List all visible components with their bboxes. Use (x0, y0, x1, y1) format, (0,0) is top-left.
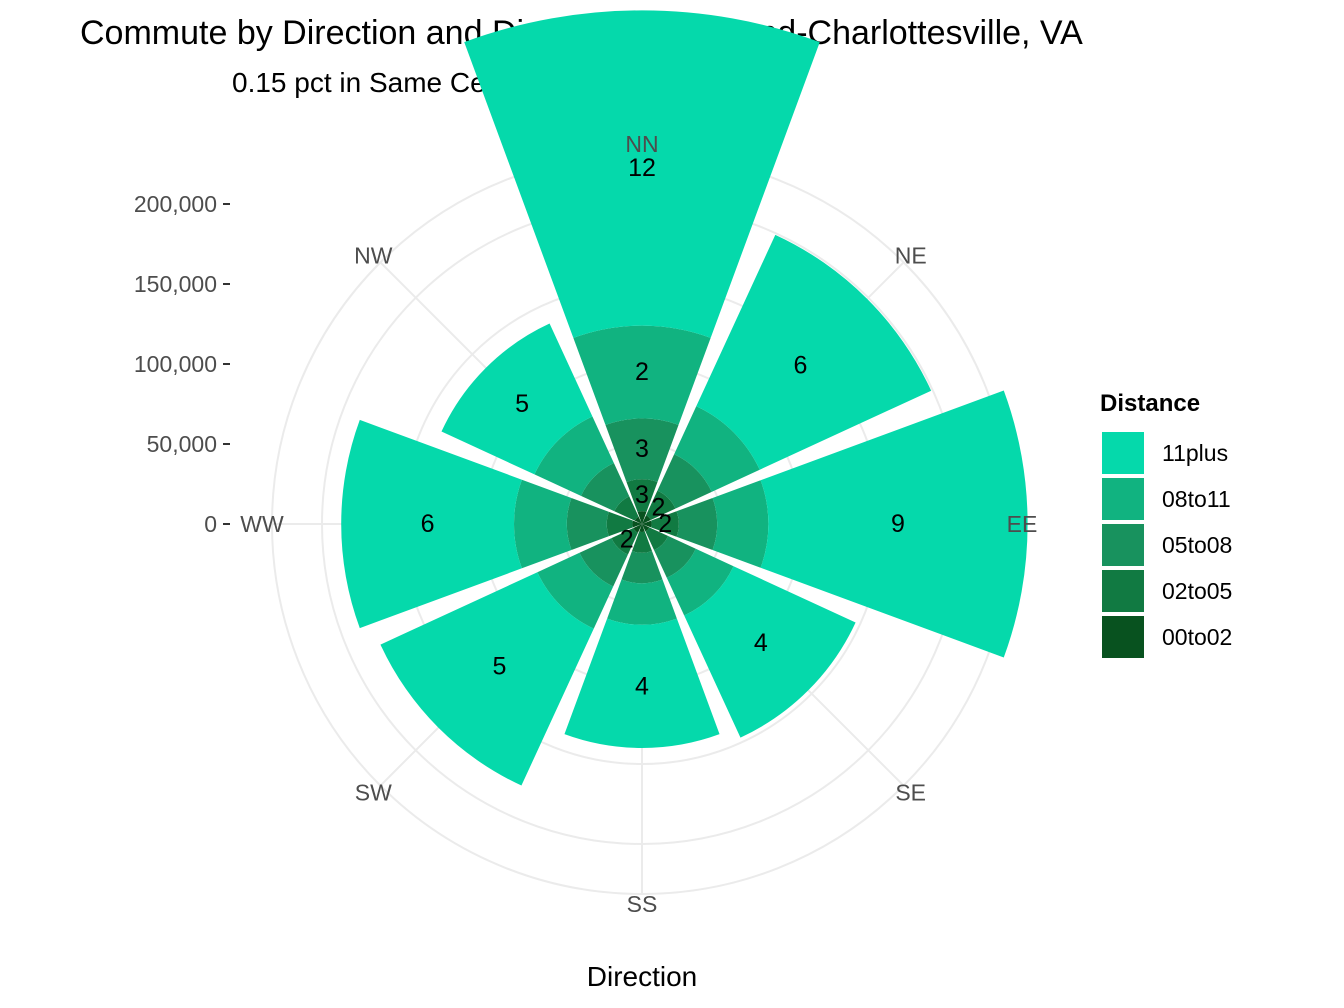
direction-label-nw: NW (354, 242, 393, 268)
bar-segment-ee-00to02 (642, 520, 652, 528)
bar-segment-ww-02to05 (606, 511, 633, 537)
bar-segment-ss-00to02 (639, 524, 645, 532)
bar-segment-ee-05to08 (676, 497, 718, 551)
bar-segment-se-05to08 (654, 536, 696, 578)
legend-swatch-00to02 (1102, 616, 1144, 658)
bar-segment-nn-08to11 (573, 325, 711, 425)
legend-label-08to11: 08to11 (1162, 486, 1231, 512)
direction-label-sw: SW (355, 780, 392, 806)
direction-label-ww: WW (240, 511, 284, 537)
bar-segment-sw-08to11 (537, 552, 614, 629)
bar-label-ee-02to05: 2 (658, 510, 672, 538)
direction-label-nn: NN (625, 131, 658, 157)
bar-label-ne-11plus: 6 (793, 352, 807, 380)
bar-segment-ne-11plus (696, 234, 932, 470)
bar-segment-nw-11plus (441, 323, 593, 475)
y-tick-label: 50,000 (147, 431, 217, 457)
bar-segment-ne-00to02 (642, 515, 651, 524)
legend-label-05to08: 05to08 (1162, 532, 1232, 558)
legend-swatch-05to08 (1102, 524, 1144, 566)
bar-segment-sw-00to02 (633, 524, 642, 533)
bar-segment-sw-02to05 (611, 528, 638, 555)
bar-segment-ss-05to08 (621, 551, 663, 584)
bar-label-nn-08to11: 2 (635, 358, 649, 386)
bar-segment-nn-02to05 (626, 479, 658, 512)
bar-segment-nw-02to05 (614, 496, 639, 521)
legend-label-00to02: 00to02 (1162, 624, 1232, 650)
bar-segment-ww-00to02 (632, 520, 642, 528)
bar-label-sw-02to05: 2 (620, 525, 634, 553)
bar-segment-se-11plus (684, 566, 856, 738)
legend-swatch-08to11 (1102, 478, 1144, 520)
bar-segment-ss-02to05 (632, 531, 652, 553)
y-axis: 0 50,000 100,000 150,000 200,000 (134, 191, 230, 537)
x-axis-title: Direction (587, 961, 697, 992)
direction-label-ee: EE (1007, 511, 1038, 537)
legend-label-11plus: 11plus (1162, 440, 1228, 466)
bar-label-se-11plus: 4 (754, 629, 768, 657)
bar-label-ss-11plus: 4 (635, 672, 649, 700)
direction-labels: NN NE EE SE SS SW WW NW (240, 131, 1037, 917)
bar-segment-ee-08to11 (712, 480, 769, 568)
legend-title: Distance (1100, 390, 1200, 417)
legend-swatch-02to05 (1102, 570, 1144, 612)
bar-segment-ne-05to08 (657, 454, 712, 509)
bar-segment-ww-08to11 (514, 479, 572, 569)
bar-segment-ss-08to11 (607, 579, 677, 625)
y-tick-label: 100,000 (134, 351, 217, 377)
legend-swatch-11plus (1102, 432, 1144, 474)
bar-label-sw-11plus: 5 (492, 653, 506, 681)
legend-items: 11plus 08to11 05to08 02to05 00to02 (1102, 432, 1232, 658)
bar-segment-ww-11plus (341, 419, 522, 629)
bar-label-ww-11plus: 6 (421, 510, 435, 538)
bar-segment-sw-05to08 (579, 538, 628, 587)
bar-segments (341, 10, 1028, 786)
y-tick-label: 0 (204, 511, 217, 537)
legend-label-02to05: 02to05 (1162, 578, 1232, 604)
bar-segment-nn-00to02 (637, 511, 647, 524)
y-tick-label: 150,000 (134, 271, 217, 297)
bar-segment-ee-02to05 (651, 511, 679, 537)
bar-segment-ss-11plus (564, 618, 720, 748)
direction-label-ne: NE (895, 242, 927, 268)
bar-segment-sw-11plus (380, 572, 594, 786)
direction-label-se: SE (895, 780, 926, 806)
bar-label-nn-11plus: 12 (628, 154, 656, 182)
bar-segment-nw-00to02 (634, 516, 642, 524)
y-tick-label: 200,000 (134, 191, 217, 217)
bar-segment-se-08to11 (666, 548, 734, 616)
bar-segment-ne-02to05 (646, 490, 676, 520)
bar-segment-nn-05to08 (605, 418, 679, 482)
bar-segment-se-02to05 (645, 527, 669, 551)
bar-segment-nn-11plus (464, 10, 820, 338)
bar-segment-ne-08to11 (674, 406, 760, 492)
legend: Distance 11plus 08to11 05to08 02to05 00to02 (1100, 390, 1232, 658)
bar-label-ne-02to05: 2 (651, 494, 665, 522)
bar-segment-ww-05to08 (566, 497, 609, 551)
bar-segment-ee-11plus (760, 390, 1028, 658)
bar-label-ee-11plus: 9 (891, 510, 905, 538)
bar-segment-nw-08to11 (534, 416, 614, 496)
bar-label-nn-02to05: 3 (635, 481, 649, 509)
bar-label-nw-11plus: 5 (515, 390, 529, 418)
direction-label-ss: SS (627, 891, 658, 917)
bar-label-nn-05to08: 3 (635, 435, 649, 463)
bar-segment-se-00to02 (642, 524, 650, 532)
bar-segment-nw-05to08 (580, 462, 630, 512)
